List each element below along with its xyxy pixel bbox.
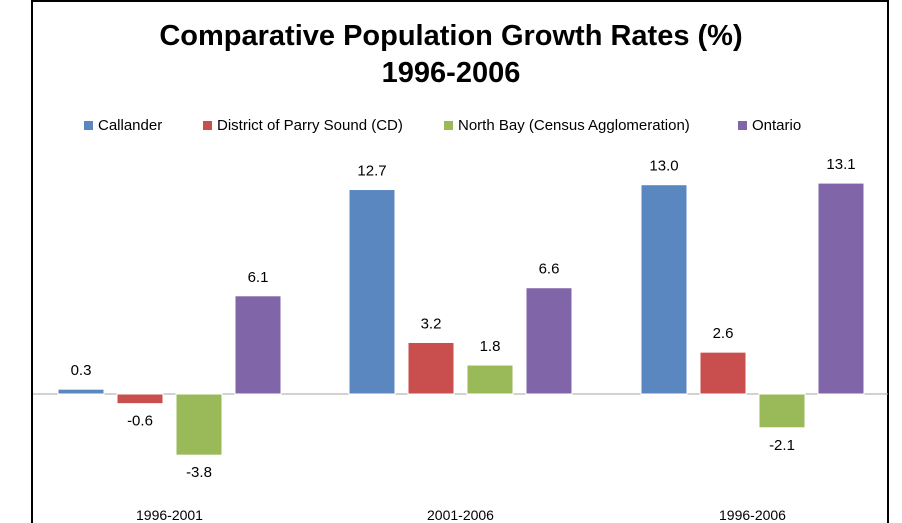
chart-title: Comparative Population Growth Rates (%) <box>159 20 743 52</box>
bar-north-bay-1996-2001 <box>175 393 223 456</box>
category-label-1996-2006: 1996-2006 <box>719 507 786 523</box>
category-label-2001-2006: 2001-2006 <box>427 507 494 523</box>
data-label-parry-sound-1996-2001: -0.6 <box>127 413 153 430</box>
data-label-callander-1996-2006: 13.0 <box>649 158 678 175</box>
chart-title-block: Comparative Population Growth Rates (%) … <box>0 18 902 92</box>
legend-item-callander: Callander <box>84 117 162 134</box>
legend-label-callander: Callander <box>98 117 163 134</box>
chart-legend: Callander District of Parry Sound (CD) N… <box>0 117 902 139</box>
chart-frame <box>31 0 889 523</box>
legend-item-ontario: Ontario <box>738 117 801 134</box>
bar-ontario-1996-2006 <box>817 182 865 395</box>
bar-ontario-2001-2006 <box>525 287 573 395</box>
legend-label-north-bay: North Bay (Census Agglomeration) <box>458 117 690 134</box>
bar-ontario-1996-2001 <box>234 295 282 395</box>
legend-swatch-callander <box>84 121 93 130</box>
data-label-north-bay-1996-2006: -2.1 <box>769 437 795 454</box>
data-label-ontario-1996-2001: 6.1 <box>248 269 269 286</box>
legend-label-ontario: Ontario <box>752 117 802 134</box>
chart-subtitle: 1996-2006 <box>381 57 521 89</box>
legend-item-parry-sound: District of Parry Sound (CD) <box>203 117 403 134</box>
bar-parry-sound-1996-2006 <box>699 351 747 395</box>
data-label-parry-sound-1996-2006: 2.6 <box>713 325 734 342</box>
bar-callander-1996-2006 <box>640 184 688 395</box>
bar-north-bay-1996-2006 <box>758 393 806 429</box>
bar-parry-sound-1996-2001 <box>116 393 164 405</box>
data-label-parry-sound-2001-2006: 3.2 <box>421 315 442 332</box>
data-label-ontario-2001-2006: 6.6 <box>539 261 560 278</box>
data-label-north-bay-1996-2001: -3.8 <box>186 464 212 481</box>
legend-item-north-bay: North Bay (Census Agglomeration) <box>444 117 690 134</box>
category-label-1996-2001: 1996-2001 <box>136 507 203 523</box>
data-label-callander-2001-2006: 12.7 <box>357 163 386 180</box>
data-label-north-bay-2001-2006: 1.8 <box>480 338 501 355</box>
bar-callander-1996-2001 <box>57 388 105 395</box>
legend-swatch-ontario <box>738 121 747 130</box>
bar-parry-sound-2001-2006 <box>407 341 455 395</box>
data-label-ontario-1996-2006: 13.1 <box>826 156 855 173</box>
legend-swatch-parry-sound <box>203 121 212 130</box>
bar-north-bay-2001-2006 <box>466 364 514 395</box>
bar-callander-2001-2006 <box>348 189 396 395</box>
legend-label-parry-sound: District of Parry Sound (CD) <box>217 117 403 134</box>
legend-swatch-north-bay <box>444 121 453 130</box>
data-label-callander-1996-2001: 0.3 <box>71 362 92 379</box>
